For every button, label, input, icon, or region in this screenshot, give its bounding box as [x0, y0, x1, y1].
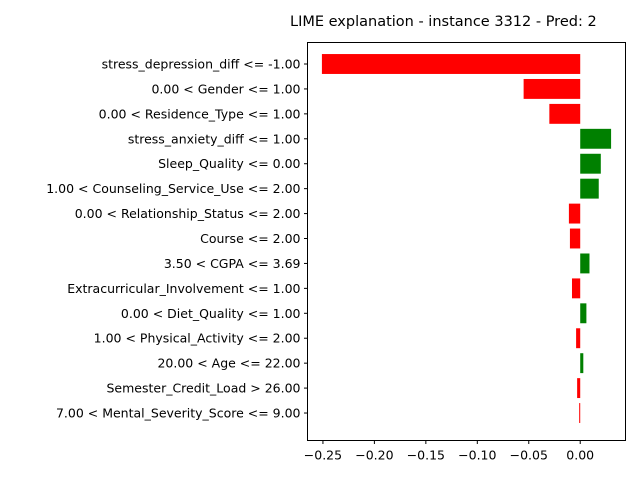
x-tick-label: −0.15 — [407, 448, 445, 463]
y-tick-label: Sleep_Quality <= 0.00 — [158, 156, 300, 171]
bar — [569, 228, 581, 249]
y-tick-label: 0.00 < Residence_Type <= 1.00 — [99, 106, 301, 121]
bar — [577, 378, 581, 399]
bar — [568, 203, 581, 224]
y-tick-label: stress_depression_diff <= -1.00 — [102, 57, 301, 72]
y-tick-label: 20.00 < Age <= 22.00 — [157, 356, 300, 371]
y-tick-label: 0.00 < Relationship_Status <= 2.00 — [75, 206, 301, 221]
x-tick-label: −0.25 — [304, 448, 342, 463]
bar — [580, 178, 599, 199]
bar — [579, 403, 581, 423]
x-tick-label: −0.20 — [355, 448, 393, 463]
x-tick-label: 0.00 — [566, 448, 594, 463]
bar — [580, 128, 612, 149]
y-tick-label: 3.50 < CGPA <= 3.69 — [164, 256, 301, 271]
bar — [576, 328, 581, 349]
y-tick-label: Semester_Credit_Load > 26.00 — [106, 381, 300, 396]
x-tick-label: −0.10 — [458, 448, 496, 463]
y-tick-label: 0.00 < Gender <= 1.00 — [151, 81, 300, 96]
bar — [580, 353, 584, 374]
y-tick-label: 1.00 < Counseling_Service_Use <= 2.00 — [46, 181, 300, 196]
x-tick-label: −0.05 — [510, 448, 548, 463]
bar — [580, 253, 590, 274]
y-tick-labels: stress_depression_diff <= -1.00 0.00 < Ge… — [46, 57, 308, 421]
y-tick-label: Course <= 2.00 — [200, 231, 300, 246]
x-axis: −0.25 −0.20 −0.15 −0.10 −0.05 0.00 — [304, 440, 594, 463]
bar — [523, 78, 581, 99]
y-tick-label: 1.00 < Physical_Activity <= 2.00 — [94, 331, 301, 346]
bar — [321, 54, 581, 74]
bars-group — [321, 54, 612, 423]
y-tick-label: Extracurricular_Involvement <= 1.00 — [67, 281, 300, 296]
chart-title: LIME explanation - instance 3312 - Pred:… — [290, 14, 597, 30]
bar — [549, 103, 581, 124]
y-tick-label: 0.00 < Diet_Quality <= 1.00 — [121, 306, 301, 321]
bar — [580, 303, 587, 324]
bar — [580, 153, 601, 174]
bar — [571, 278, 581, 299]
y-tick-label: stress_anxiety_diff <= 1.00 — [128, 131, 301, 146]
plot-frame — [307, 42, 626, 441]
y-tick-label: 7.00 < Mental_Severity_Score <= 9.00 — [56, 406, 301, 421]
